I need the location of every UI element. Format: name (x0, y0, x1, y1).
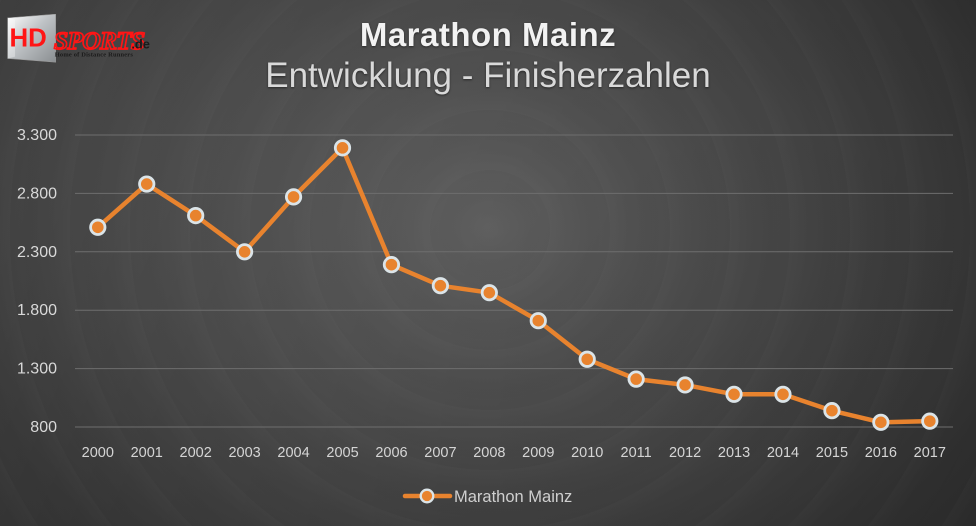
svg-text:2017: 2017 (914, 445, 946, 461)
svg-text:2.800: 2.800 (17, 185, 57, 202)
svg-text:2001: 2001 (131, 445, 163, 461)
svg-text:1.300: 1.300 (17, 361, 57, 378)
svg-text:2000: 2000 (82, 445, 114, 461)
svg-text:2006: 2006 (375, 445, 407, 461)
svg-text:2013: 2013 (718, 445, 750, 461)
svg-text:800: 800 (30, 419, 57, 436)
svg-text:2011: 2011 (621, 445, 652, 461)
svg-text:2007: 2007 (424, 445, 456, 461)
svg-text:2015: 2015 (816, 445, 848, 461)
svg-text:2002: 2002 (180, 445, 212, 461)
svg-text:2008: 2008 (473, 445, 505, 461)
svg-text:2003: 2003 (228, 445, 260, 461)
svg-text:2010: 2010 (571, 445, 603, 461)
svg-text:2009: 2009 (522, 445, 554, 461)
svg-text:Marathon Mainz: Marathon Mainz (454, 488, 572, 506)
svg-text:2012: 2012 (669, 445, 701, 461)
svg-text:2005: 2005 (326, 445, 358, 461)
svg-text:3.300: 3.300 (17, 127, 57, 144)
svg-text:1.800: 1.800 (17, 302, 57, 319)
svg-text:2014: 2014 (767, 445, 799, 461)
svg-text:2.300: 2.300 (17, 244, 57, 261)
svg-text:2016: 2016 (865, 445, 897, 461)
svg-text:2004: 2004 (277, 445, 309, 461)
